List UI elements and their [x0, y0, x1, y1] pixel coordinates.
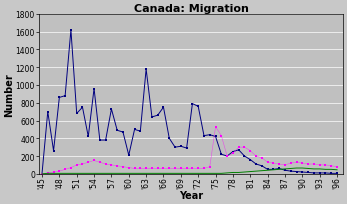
Title: Canada: Migration: Canada: Migration	[134, 4, 248, 14]
X-axis label: Year: Year	[179, 190, 203, 200]
Y-axis label: Number: Number	[4, 73, 14, 116]
